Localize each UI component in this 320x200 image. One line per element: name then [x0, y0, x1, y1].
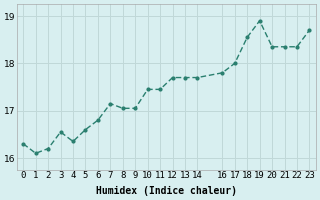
X-axis label: Humidex (Indice chaleur): Humidex (Indice chaleur)	[96, 186, 237, 196]
